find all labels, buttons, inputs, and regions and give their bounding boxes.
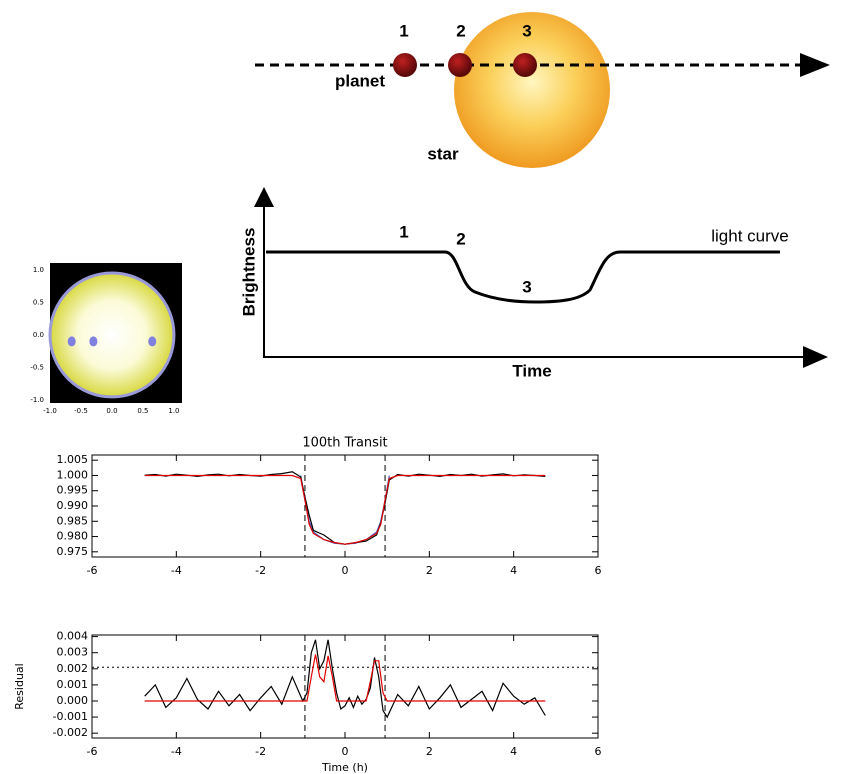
y-tick-label: 1.000	[57, 468, 89, 481]
y-tick-label: 0.980	[57, 530, 89, 543]
curve-name: light curve	[711, 226, 788, 245]
data-line	[144, 471, 546, 545]
plot-area	[91, 454, 599, 558]
y-tick-label: 0.995	[57, 484, 89, 497]
y-tick-label: 0.5	[33, 299, 44, 307]
data-line	[144, 474, 546, 545]
x-tick-label: 6	[595, 564, 602, 577]
arrow-head	[803, 346, 828, 368]
light-curve	[266, 250, 780, 304]
position-label: 2	[456, 21, 465, 40]
stellar-disk	[48, 271, 176, 399]
transit-diagram: 1 2 3 planet star 1 2 3 light curve Brig…	[222, 0, 848, 395]
spot	[67, 336, 76, 347]
y-tick-label: 0.0	[33, 331, 44, 339]
x-tick-label: 0	[342, 564, 349, 577]
x-tick-label: 0.5	[137, 407, 148, 415]
y-tick-label: -0.001	[53, 710, 88, 723]
x-tick-label: -4	[171, 564, 182, 577]
x-tick-label: -6	[87, 564, 98, 577]
x-tick-label: 2	[426, 564, 433, 577]
planet	[393, 53, 417, 77]
y-tick-label: -1.0	[30, 396, 44, 404]
y-tick-label: 1.0	[33, 266, 44, 274]
x-tick-label: 1.0	[168, 407, 179, 415]
y-tick-label: -0.5	[30, 363, 44, 371]
position-label: 3	[522, 21, 531, 40]
arrow-head	[254, 187, 274, 207]
curve-label: 1	[399, 222, 408, 241]
y-tick-label: 0.001	[57, 678, 89, 691]
x-tick-label: 4	[510, 564, 517, 577]
star	[454, 12, 610, 168]
planet	[448, 53, 472, 77]
data-line	[144, 654, 546, 702]
spot	[89, 336, 98, 347]
x-tick-label: 2	[426, 745, 433, 758]
x-tick-label: 4	[510, 745, 517, 758]
x-tick-label: -0.5	[74, 407, 88, 415]
y-tick-label: 0.002	[57, 662, 89, 675]
x-tick-label: -4	[171, 745, 182, 758]
y-tick-label: 0.003	[57, 646, 89, 659]
planet-label: planet	[335, 71, 385, 90]
y-tick-label: 0.004	[57, 630, 89, 643]
x-axis-label: Time	[512, 361, 551, 380]
y-axis-label: Brightness	[239, 228, 258, 317]
curve-label: 3	[522, 277, 531, 296]
y-tick-label: 0.985	[57, 514, 89, 527]
x-tick-label: 0	[342, 745, 349, 758]
x-tick-label: 0.0	[106, 407, 117, 415]
y-tick-label: 0.000	[57, 694, 89, 707]
y-tick-label: -0.002	[53, 726, 88, 739]
star-label: star	[427, 144, 459, 163]
x-tick-label: -2	[255, 564, 266, 577]
x-tick-label: -2	[255, 745, 266, 758]
planet	[513, 53, 537, 77]
spot	[148, 336, 157, 347]
position-label: 1	[399, 21, 408, 40]
chart-title: 100th Transit	[302, 436, 387, 451]
y-axis-label: Residual	[13, 663, 26, 709]
arrow-head	[800, 53, 830, 77]
x-tick-label: -1.0	[43, 407, 57, 415]
plot-area	[91, 634, 599, 739]
data-line	[144, 639, 546, 719]
y-tick-label: 1.005	[57, 453, 89, 466]
curve-label: 2	[456, 229, 465, 248]
y-tick-label: 0.990	[57, 499, 89, 512]
x-axis-label: Time (h)	[321, 761, 368, 774]
y-tick-label: 0.975	[57, 545, 89, 558]
x-tick-label: -6	[87, 745, 98, 758]
x-tick-label: 6	[595, 745, 602, 758]
